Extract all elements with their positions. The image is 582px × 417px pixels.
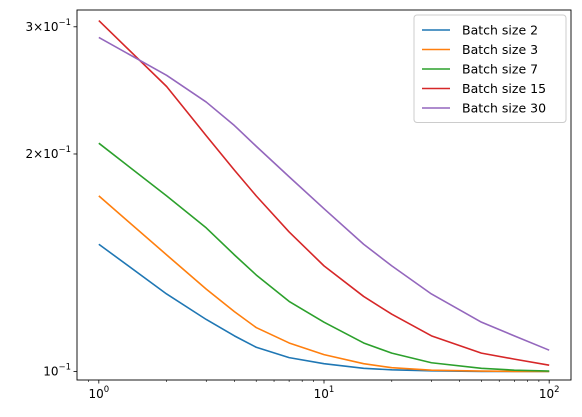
- x-tick-label: 102: [539, 385, 560, 401]
- legend-label: Batch size 30: [462, 101, 546, 116]
- legend-label: Batch size 3: [462, 42, 538, 57]
- series-layer: [98, 20, 550, 373]
- y-tick-label: 10−1: [43, 362, 71, 378]
- y-tick-label: 2×10−1: [26, 145, 72, 161]
- series-line-5: [98, 36, 550, 351]
- legend-label: Batch size 2: [462, 23, 538, 38]
- y-tick-label: 3×10−1: [26, 18, 72, 34]
- legend-label: Batch size 15: [462, 81, 546, 96]
- y-axis: 10−1 2×10−1 3×10−1: [26, 18, 77, 378]
- series-line-2: [98, 195, 550, 373]
- series-line-1: [98, 243, 550, 373]
- legend-label: Batch size 7: [462, 62, 538, 77]
- series-line-3: [98, 142, 550, 372]
- x-axis: 100 101 102: [88, 380, 560, 401]
- x-tick-label: 101: [314, 385, 335, 401]
- legend-box: [413, 14, 567, 123]
- legend: Batch size 2 Batch size 3 Batch size 7 Batc…: [413, 14, 567, 123]
- x-tick-label: 100: [88, 385, 109, 401]
- series-line-4: [98, 20, 550, 366]
